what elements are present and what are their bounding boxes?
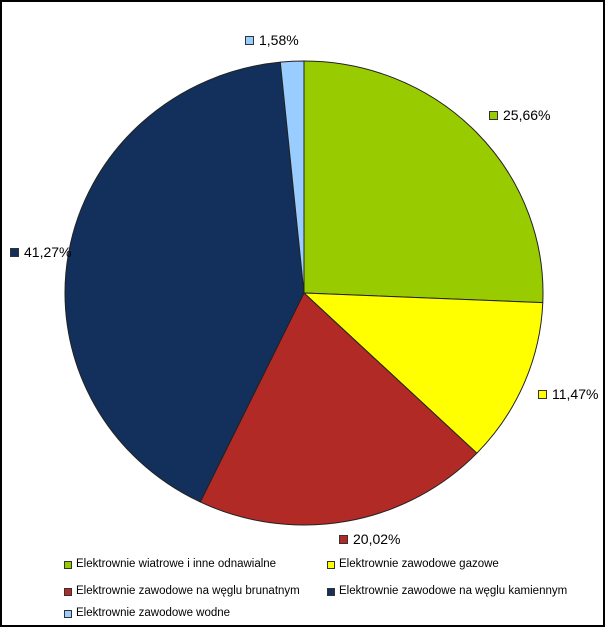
legend-marker-icon	[64, 587, 72, 596]
pie-slice-3	[64, 61, 305, 503]
legend-label: Elektrownie wiatrowe i inne odnawialne	[76, 558, 277, 570]
pie-slice-2	[199, 292, 478, 526]
data-label-gazowe: 11,47%	[538, 387, 598, 401]
legend-item-wiatrowe: Elektrownie wiatrowe i inne odnawialne	[64, 558, 276, 571]
legend-item-brunatnym: Elektrownie zawodowe na węglu brunatnym	[64, 585, 300, 598]
label-marker-icon	[245, 35, 254, 45]
legend-label: Elektrownie zawodowe na węglu brunatnym	[76, 585, 300, 597]
legend-label: Elektrownie zawodowe wodne	[76, 607, 231, 619]
legend-item-wodne: Elektrownie zawodowe wodne	[64, 607, 230, 620]
data-label-value: 1,58%	[259, 32, 299, 48]
label-marker-icon	[339, 534, 348, 544]
legend-marker-icon	[327, 587, 335, 596]
pie-slice-4	[279, 60, 305, 294]
data-label-value: 20,02%	[353, 531, 401, 547]
legend-label: Elektrownie zawodowe gazowe	[339, 558, 499, 570]
legend-marker-icon	[64, 560, 72, 569]
label-marker-icon	[489, 110, 498, 120]
legend-marker-icon	[64, 609, 72, 618]
pie-slice-0	[303, 60, 544, 304]
label-marker-icon	[538, 389, 547, 399]
label-marker-icon	[10, 247, 19, 257]
data-label-kamiennym: 41,27%	[10, 245, 71, 259]
data-label-value: 41,27%	[24, 244, 72, 260]
pie-slice-1	[303, 292, 544, 454]
legend-item-gazowe: Elektrownie zawodowe gazowe	[327, 558, 499, 571]
data-label-wiatrowe: 25,66%	[489, 108, 550, 122]
legend-item-kamiennym: Elektrownie zawodowe na węglu kamiennym	[327, 585, 567, 598]
data-label-brunatnym: 20,02%	[339, 532, 400, 546]
data-label-value: 25,66%	[503, 107, 551, 123]
legend-marker-icon	[327, 560, 335, 569]
data-label-wodne: 1,58%	[245, 33, 299, 47]
data-label-value: 11,47%	[552, 386, 599, 402]
legend-label: Elektrownie zawodowe na węglu kamiennym	[339, 585, 568, 597]
